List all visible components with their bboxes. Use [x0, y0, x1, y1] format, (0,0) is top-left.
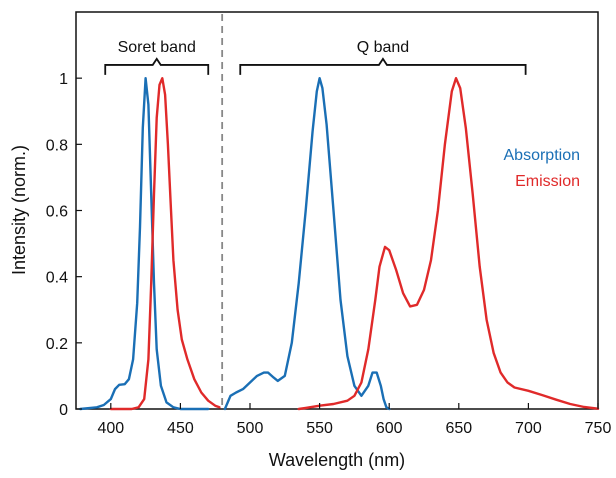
x-tick-label: 400: [97, 420, 124, 437]
x-axis-label: Wavelength (nm): [269, 450, 405, 470]
annotation-layer: Soret band Q band: [104, 39, 527, 75]
y-tick-label: 0.8: [46, 137, 68, 154]
legend: Absorption Emission: [504, 147, 581, 190]
legend-entry-absorption: Absorption: [504, 147, 581, 164]
series-layer: [79, 77, 600, 411]
legend-entry-emission: Emission: [515, 173, 580, 190]
x-tick-label: 450: [167, 420, 194, 437]
series-line-emission: [297, 77, 600, 411]
y-tick-label: 0.2: [46, 336, 68, 353]
y-tick-label: 0.4: [46, 270, 68, 287]
y-tick-label: 0.6: [46, 204, 68, 221]
series-line-absorption: [79, 77, 210, 411]
annotation-soret-band: Soret band: [118, 39, 196, 56]
y-axis-label: Intensity (norm.): [9, 145, 29, 275]
x-tick-label: 750: [585, 420, 612, 437]
bracket-q-band: [239, 57, 527, 75]
x-tick-label: 600: [376, 420, 403, 437]
y-tick-label: 0: [59, 402, 68, 419]
x-tick-label: 550: [306, 420, 333, 437]
bracket-soret-band: [104, 57, 210, 75]
series-line-absorption: [223, 77, 391, 411]
x-axis-ticks: 400 450 500 550 600 650 700 750: [97, 403, 611, 437]
x-tick-label: 500: [237, 420, 264, 437]
x-tick-label: 700: [515, 420, 542, 437]
y-axis-ticks: 0 0.2 0.4 0.6 0.8 1: [46, 71, 82, 419]
series-line-emission: [109, 77, 221, 411]
annotation-q-band: Q band: [357, 39, 409, 56]
x-tick-label: 650: [445, 420, 472, 437]
y-tick-label: 1: [59, 71, 68, 88]
